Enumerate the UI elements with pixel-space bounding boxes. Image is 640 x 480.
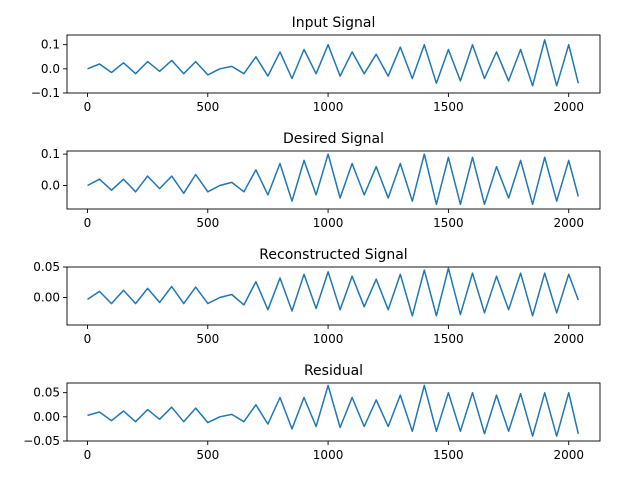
- x-tick-label: 1000: [313, 216, 344, 230]
- x-tick-label: 500: [196, 100, 219, 114]
- y-tick-label: −0.05: [23, 434, 60, 448]
- axes-frame: [66, 150, 601, 210]
- y-tick-label: 0.0: [41, 178, 60, 192]
- y-tick-label: 0.00: [33, 410, 60, 424]
- x-tick-label: 0: [84, 448, 92, 462]
- y-tick-label: 0.05: [33, 260, 60, 274]
- x-tick-label: 2000: [553, 332, 584, 346]
- x-tick-label: 1500: [433, 216, 464, 230]
- x-tick-label: 1500: [433, 448, 464, 462]
- x-tick-label: 0: [84, 100, 92, 114]
- subplot-title: Input Signal: [292, 15, 376, 31]
- x-tick-label: 500: [196, 448, 219, 462]
- subplot-1: 0 500 1000 1500 2000 0.1 0.0 −0.1 Input Signal: [31, 15, 601, 114]
- x-tick-label: 1000: [313, 332, 344, 346]
- subplot-4: 0 500 1000 1500 2000 0.05 0.00 −0.05 Residual: [23, 363, 601, 462]
- x-tick-label: 2000: [553, 448, 584, 462]
- x-tick-label: 500: [196, 332, 219, 346]
- subplot-title: Reconstructed Signal: [259, 247, 407, 263]
- y-tick-label: 0.05: [33, 386, 60, 400]
- x-tick-label: 1000: [313, 448, 344, 462]
- y-tick-label: 0.0: [41, 62, 60, 76]
- y-tick-label: 0.1: [41, 147, 60, 161]
- series-line: [87, 384, 580, 437]
- subplot-3: 0 500 1000 1500 2000 0.05 0.00 Reconstructed Si…: [33, 247, 601, 346]
- x-tick-label: 500: [196, 216, 219, 230]
- x-tick-label: 2000: [553, 100, 584, 114]
- axes-frame: [66, 266, 601, 326]
- y-tick-label: 0.00: [33, 291, 60, 305]
- series-line: [87, 39, 580, 87]
- x-tick-label: 0: [84, 332, 92, 346]
- axes-frame: [66, 34, 601, 94]
- y-tick-label: 0.1: [41, 38, 60, 52]
- x-tick-label: 1500: [433, 332, 464, 346]
- subplot-2: 0 500 1000 1500 2000 0.1 0.0 Desired Signal: [41, 131, 601, 230]
- series-line: [87, 153, 580, 206]
- subplot-title: Desired Signal: [283, 131, 384, 147]
- x-tick-label: 1000: [313, 100, 344, 114]
- subplot-title: Residual: [304, 363, 363, 379]
- axes-frame: [66, 382, 601, 442]
- series-line: [87, 267, 580, 317]
- y-tick-label: −0.1: [31, 86, 60, 100]
- x-tick-label: 2000: [553, 216, 584, 230]
- x-tick-label: 1500: [433, 100, 464, 114]
- x-tick-label: 0: [84, 216, 92, 230]
